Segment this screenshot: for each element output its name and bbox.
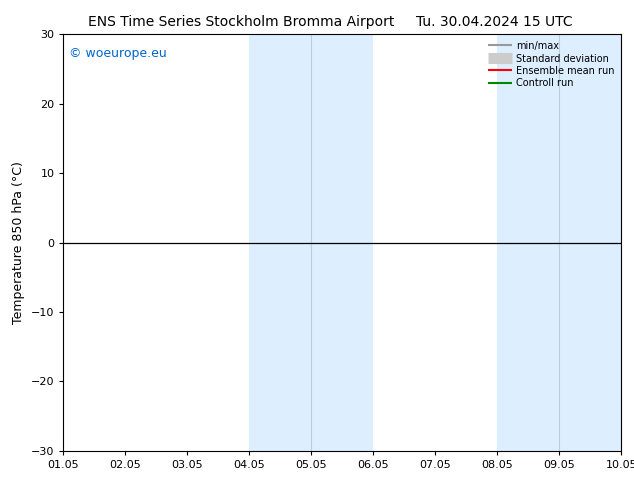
Text: Tu. 30.04.2024 15 UTC: Tu. 30.04.2024 15 UTC — [416, 15, 573, 29]
Bar — [497, 34, 621, 451]
Text: ENS Time Series Stockholm Bromma Airport: ENS Time Series Stockholm Bromma Airport — [87, 15, 394, 29]
Text: © woeurope.eu: © woeurope.eu — [69, 47, 167, 60]
Bar — [249, 34, 373, 451]
Y-axis label: Temperature 850 hPa (°C): Temperature 850 hPa (°C) — [12, 161, 25, 324]
Legend: min/max, Standard deviation, Ensemble mean run, Controll run: min/max, Standard deviation, Ensemble me… — [486, 39, 616, 90]
